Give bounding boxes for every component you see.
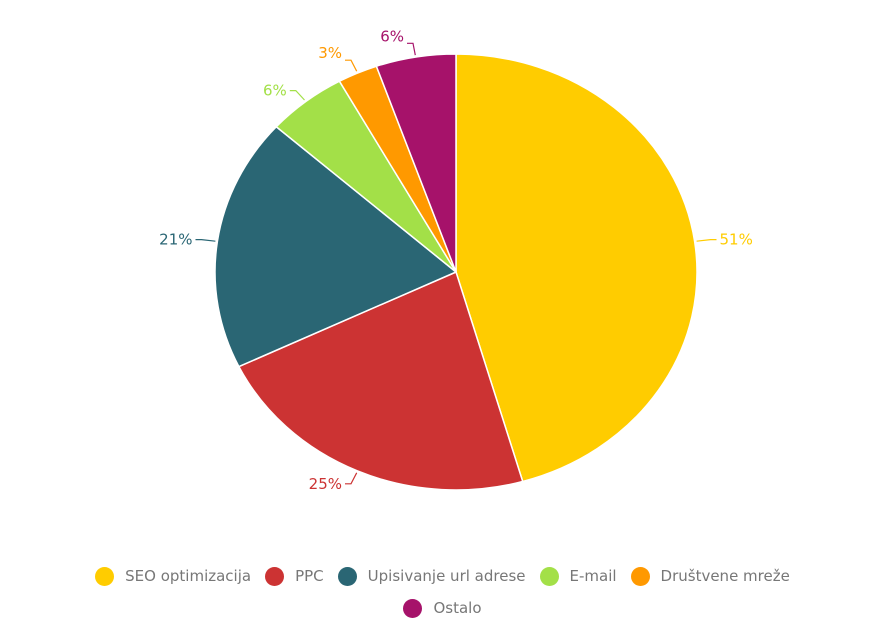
legend-item-email[interactable]: E-mail [539,566,617,586]
legend-dot-ppc [265,566,285,586]
legend-label-email: E-mail [569,567,617,585]
legend-label-seo: SEO optimizacija [125,567,252,585]
data-label-drustvene-mreze: 3% [318,44,342,62]
pie-chart: 51% 25% 21% 6% 3% 6% [159,27,753,493]
leader-line-seo-optimizacija [696,239,717,242]
pie-slices [214,53,698,491]
legend-item-other[interactable]: Ostalo [403,598,482,618]
pie-slice-ostalo[interactable] [375,53,457,273]
leader-line-ostalo [407,42,416,56]
legend-dot-email [539,566,559,586]
legend-label-ppc: PPC [295,567,324,585]
leader-line-ppc [345,472,358,485]
pie-labels: 51% 25% 21% 6% 3% 6% [159,27,753,493]
legend-dot-social [630,566,650,586]
legend-item-url[interactable]: Upisivanje url adrese [337,566,526,586]
legend-dot-url [337,566,357,586]
pie-slice-seo-optimizacija[interactable] [455,53,698,483]
leader-line-e-mail [289,89,305,101]
legend-item-social[interactable]: Društvene mreže [630,566,790,586]
data-label-ostalo: 6% [380,27,404,45]
legend-dot-seo [95,566,115,586]
legend-item-seo[interactable]: SEO optimizacija [95,566,252,586]
data-label-e-mail: 6% [263,82,287,100]
legend-label-url: Upisivanje url adrese [367,567,526,585]
leader-line-drustvene-mreze [345,59,358,72]
legend-item-ppc[interactable]: PPC [265,566,324,586]
legend-label-social: Društvene mreže [660,567,790,585]
legend-row-2: Ostalo [0,592,885,624]
pie-slice-upisivanje-url-adrese[interactable] [214,125,457,368]
legend-dot-other [403,598,423,618]
leader-line-upisivanje-url-adrese [195,239,216,242]
data-label-upisivanje-url-adrese: 21% [159,231,192,249]
data-label-seo-optimizacija: 51% [720,231,753,249]
legend-row-1: SEO optimizacija PPC Upisivanje url adre… [0,560,885,592]
legend: SEO optimizacija PPC Upisivanje url adre… [0,560,885,624]
legend-label-other: Ostalo [433,599,482,617]
data-label-ppc: 25% [309,475,342,493]
pie-slice-ppc[interactable] [238,271,524,491]
